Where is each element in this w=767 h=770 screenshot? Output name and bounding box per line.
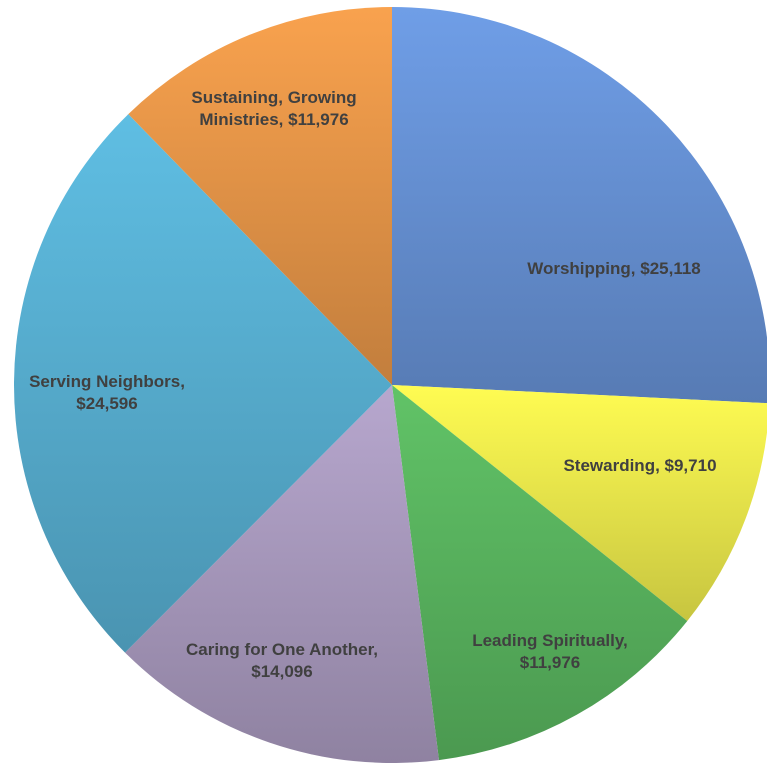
data-label-line: $11,976 xyxy=(520,653,581,672)
data-label-line: Worshipping, $25,118 xyxy=(527,259,701,278)
data-label-sustaining-growing-ministries: Sustaining, Growing Ministries, $11,976 xyxy=(191,88,356,129)
data-label-line: Sustaining, Growing xyxy=(191,88,356,107)
pie-slices xyxy=(13,7,767,763)
data-label-line: Stewarding, $9,710 xyxy=(563,456,716,475)
slice-sustaining-growing-ministries xyxy=(128,7,392,385)
slice-serving-neighbors xyxy=(13,114,393,653)
data-label-line: Caring for One Another, xyxy=(186,640,378,659)
slice-worshipping xyxy=(392,7,767,404)
data-label-line: Serving Neighbors, xyxy=(29,372,185,391)
slice-stewarding xyxy=(392,385,767,621)
data-label-line: $24,596 xyxy=(76,394,137,413)
data-label-worshipping: Worshipping, $25,118 xyxy=(527,259,701,278)
data-label-line: $14,096 xyxy=(251,662,312,681)
data-label-line: Leading Spiritually, xyxy=(472,631,628,650)
pie-labels: Worshipping, $25,118 Stewarding, $9,710 Le… xyxy=(29,88,716,681)
data-label-stewarding: Stewarding, $9,710 xyxy=(563,456,716,475)
data-label-serving-neighbors: Serving Neighbors, $24,596 xyxy=(29,372,185,413)
slice-leading-spiritually xyxy=(392,385,688,761)
data-label-leading-spiritually: Leading Spiritually, $11,976 xyxy=(472,631,628,672)
slice-caring-for-one-another xyxy=(125,385,439,763)
data-label-line: Ministries, $11,976 xyxy=(199,110,348,129)
data-label-caring-for-one-another: Caring for One Another, $14,096 xyxy=(186,640,378,681)
